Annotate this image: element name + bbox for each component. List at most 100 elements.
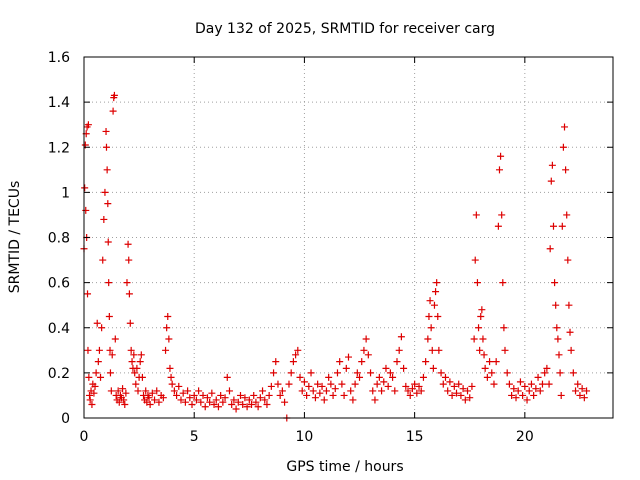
data-point [105, 312, 113, 320]
data-point [128, 358, 136, 366]
data-point [267, 382, 275, 390]
data-point [433, 279, 441, 287]
data-point [138, 373, 146, 381]
data-point [448, 391, 456, 399]
data-point [501, 346, 509, 354]
data-point [243, 403, 251, 411]
data-point [472, 211, 480, 219]
data-point [97, 373, 105, 381]
data-point [426, 297, 434, 305]
data-point [292, 351, 300, 359]
data-point [190, 391, 198, 399]
data-point [250, 391, 258, 399]
data-point [134, 387, 142, 395]
data-point [325, 373, 333, 381]
y-tick-label: 1.4 [48, 95, 70, 111]
data-point [94, 358, 102, 366]
data-point [342, 364, 350, 372]
data-point [562, 166, 570, 174]
data-point [516, 378, 524, 386]
data-point [427, 324, 435, 332]
data-point [367, 369, 375, 377]
data-point [477, 312, 485, 320]
data-point [173, 391, 181, 399]
data-point [434, 312, 442, 320]
data-point [417, 387, 425, 395]
data-point [188, 400, 196, 408]
data-point [265, 391, 273, 399]
data-point [470, 335, 478, 343]
data-point [181, 398, 189, 406]
data-point [151, 396, 159, 404]
data-point [543, 364, 551, 372]
data-point [351, 380, 359, 388]
data-point [349, 396, 357, 404]
data-point [84, 346, 92, 354]
data-point [125, 290, 133, 298]
data-point [439, 380, 447, 388]
data-point [466, 394, 474, 402]
data-point [179, 389, 187, 397]
data-point [107, 387, 115, 395]
x-tick-label: 5 [190, 429, 199, 445]
y-tick-label: 0.4 [48, 321, 70, 337]
data-point [175, 382, 183, 390]
data-point [488, 369, 496, 377]
data-point [389, 373, 397, 381]
data-point [536, 387, 544, 395]
data-point [561, 123, 569, 131]
data-point [551, 279, 559, 287]
data-point [102, 143, 110, 151]
data-point [165, 335, 173, 343]
data-point [86, 396, 94, 404]
data-point [106, 369, 114, 377]
data-point [566, 328, 574, 336]
data-point [110, 91, 118, 99]
data-point [322, 387, 330, 395]
data-point [130, 351, 138, 359]
data-point [495, 166, 503, 174]
data-point [574, 380, 582, 388]
data-point [305, 382, 313, 390]
data-point [557, 391, 565, 399]
data-point [192, 396, 200, 404]
data-point [133, 364, 141, 372]
data-point [356, 373, 364, 381]
data-point [362, 335, 370, 343]
data-point [478, 306, 486, 314]
data-point [386, 369, 394, 377]
data-point [503, 369, 511, 377]
x-tick-label: 20 [516, 429, 534, 445]
data-point [106, 346, 114, 354]
data-point [380, 378, 388, 386]
data-point [256, 394, 264, 402]
data-point [300, 378, 308, 386]
data-point [164, 312, 172, 320]
data-point [552, 301, 560, 309]
data-point [498, 211, 506, 219]
data-point [338, 380, 346, 388]
data-point [230, 396, 238, 404]
data-point [170, 387, 178, 395]
data-point [413, 389, 421, 397]
data-point [336, 358, 344, 366]
data-point [555, 351, 563, 359]
data-point [142, 387, 150, 395]
data-point [393, 358, 401, 366]
data-point [453, 389, 461, 397]
data-point [177, 396, 185, 404]
data-point [450, 382, 458, 390]
data-point [289, 358, 297, 366]
data-point [432, 288, 440, 296]
data-point [446, 378, 454, 386]
data-point [497, 152, 505, 160]
data-point [212, 396, 220, 404]
data-point [90, 389, 98, 397]
data-point [159, 394, 167, 402]
data-point [564, 256, 572, 264]
data-point [565, 301, 573, 309]
data-point [248, 400, 256, 408]
data-point [569, 369, 577, 377]
data-point [252, 398, 260, 406]
data-point [225, 387, 233, 395]
